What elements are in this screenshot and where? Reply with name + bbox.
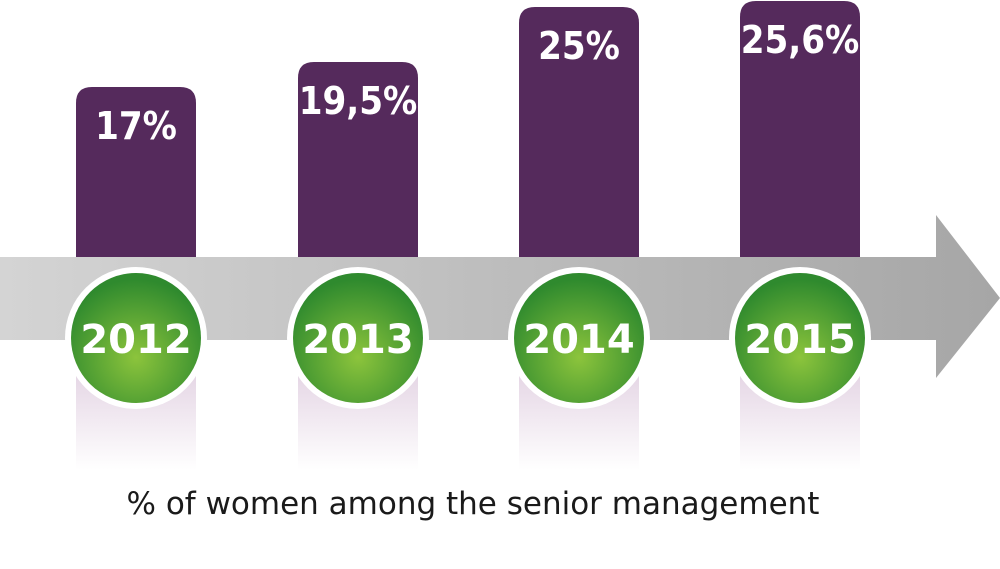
bar-2013	[298, 62, 418, 257]
bar-2014	[519, 7, 639, 257]
year-label: 2013	[302, 317, 413, 363]
value-label: 25,6%	[741, 18, 860, 62]
value-label: 19,5%	[299, 79, 418, 123]
value-label: 25%	[538, 24, 620, 68]
year-label: 2012	[80, 317, 191, 363]
bar-2012	[76, 87, 196, 257]
chart-caption: % of women among the senior management	[126, 486, 820, 522]
bar-2015	[740, 1, 860, 257]
year-circle	[735, 273, 865, 403]
year-label: 2015	[744, 317, 855, 363]
year-circle	[514, 273, 644, 403]
year-circle	[293, 273, 423, 403]
year-circle	[71, 273, 201, 403]
year-label: 2014	[523, 317, 634, 363]
value-label: 17%	[95, 104, 177, 148]
